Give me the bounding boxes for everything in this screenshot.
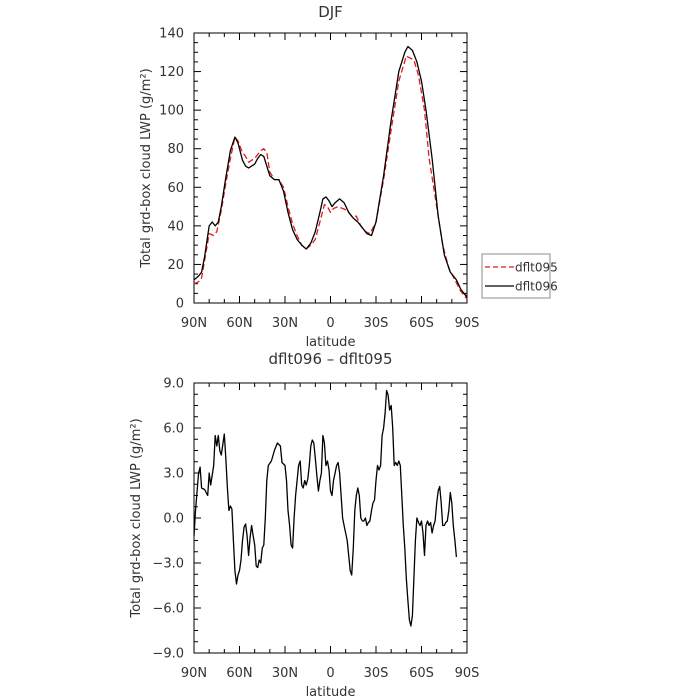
x-tick-label: 60N bbox=[226, 666, 252, 681]
x-tick-label: 30N bbox=[272, 666, 298, 681]
y-tick-label: −9.0 bbox=[152, 647, 184, 662]
y-tick-label: −6.0 bbox=[152, 602, 184, 617]
y-tick-label: 0.0 bbox=[163, 512, 184, 527]
series-line-difference bbox=[193, 389, 458, 627]
plot-frame bbox=[193, 382, 468, 654]
y-tick-label: 140 bbox=[159, 27, 184, 42]
y-tick-label: 9.0 bbox=[163, 377, 184, 392]
series-line-dflt096 bbox=[193, 45, 468, 298]
legend: dflt095 dflt096 bbox=[481, 253, 558, 299]
y-tick-label: 3.0 bbox=[163, 467, 184, 482]
x-tick-label: 90S bbox=[455, 316, 480, 331]
x-tick-label: 30S bbox=[364, 666, 389, 681]
x-tick-label: 0 bbox=[326, 666, 334, 681]
x-tick-label: 60N bbox=[226, 316, 252, 331]
x-tick-label: 60S bbox=[409, 316, 434, 331]
x-tick-label: 0 bbox=[326, 316, 334, 331]
chart-panel-1: 0 20 40 60 80 100 120 140 90N 60N 30N 0 30S 60S 90S DJF… bbox=[139, 3, 558, 350]
y-axis-label: Total grd-box cloud LWP (g/m²) bbox=[129, 418, 144, 618]
y-tick-label: 80 bbox=[167, 142, 184, 157]
y-tick-label: 40 bbox=[167, 219, 184, 234]
x-tick-label: 90S bbox=[455, 666, 480, 681]
x-tick-label: 60S bbox=[409, 666, 434, 681]
legend-box bbox=[481, 253, 551, 299]
x-tick-label: 90N bbox=[181, 316, 207, 331]
y-tick-label: −3.0 bbox=[152, 557, 184, 572]
x-tick-label: 30N bbox=[272, 316, 298, 331]
y-tick-label: 6.0 bbox=[163, 422, 184, 437]
y-tick-label: 120 bbox=[159, 65, 184, 80]
x-tick-label: 90N bbox=[181, 666, 207, 681]
y-axis-label: Total grd-box cloud LWP (g/m²) bbox=[139, 68, 154, 268]
legend-label: dflt096 bbox=[515, 280, 558, 294]
y-tick-label: 0 bbox=[176, 297, 184, 312]
chart-panel-2: −9.0 −6.0 −3.0 0.0 3.0 6.0 9.0 90N 60N 30N 0 30S 60S… bbox=[129, 350, 479, 700]
y-tick-label: 100 bbox=[159, 104, 184, 119]
plot-frame bbox=[193, 32, 468, 304]
x-axis-label: latitude bbox=[306, 335, 356, 350]
x-axis-label: latitude bbox=[306, 685, 356, 700]
chart-title: dflt096 – dflt095 bbox=[269, 350, 393, 368]
x-tick-label: 30S bbox=[364, 316, 389, 331]
chart-title: DJF bbox=[318, 3, 343, 21]
legend-label: dflt095 bbox=[515, 261, 558, 275]
y-tick-label: 60 bbox=[167, 181, 184, 196]
y-tick-label: 20 bbox=[167, 258, 184, 273]
series-line-dflt095 bbox=[193, 55, 468, 300]
